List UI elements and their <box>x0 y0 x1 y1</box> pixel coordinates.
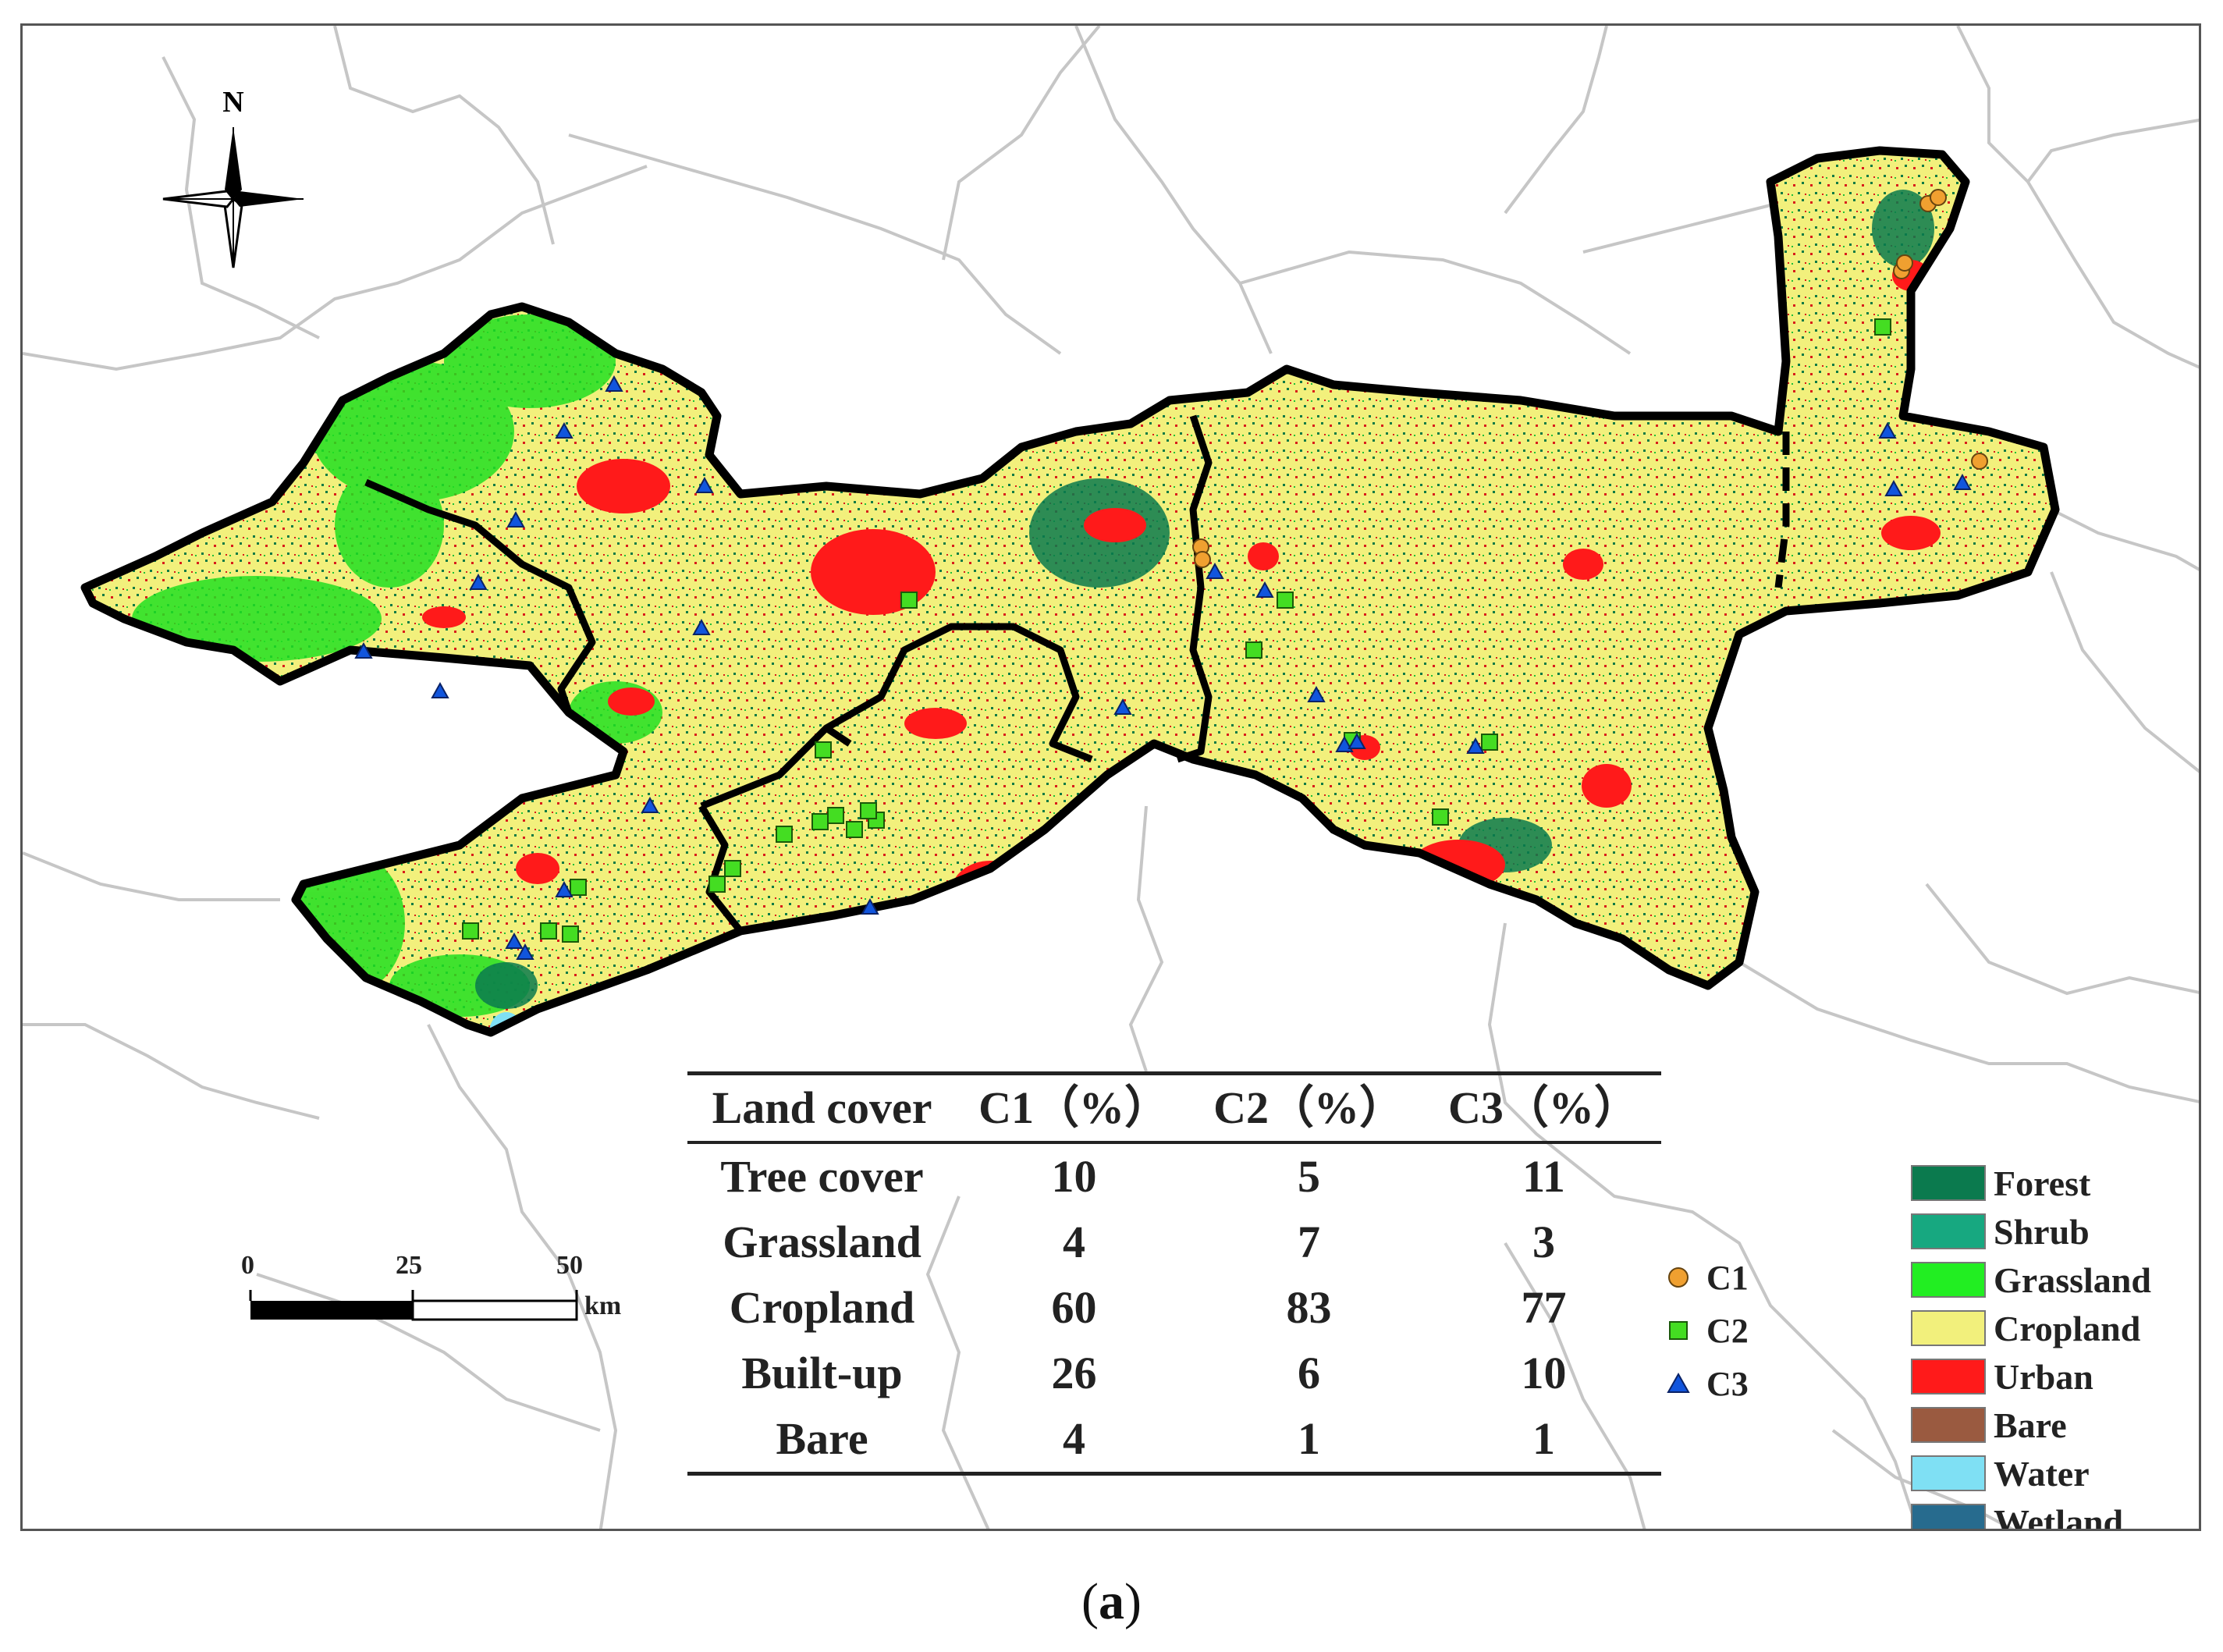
table-cell: 3 <box>1532 1217 1555 1267</box>
table-cell: Bare <box>776 1413 868 1464</box>
legend-label: Wetland <box>1994 1501 2124 1531</box>
table-cell: 1 <box>1532 1413 1555 1464</box>
table-cell: Grassland <box>723 1217 922 1267</box>
table-cell: 26 <box>1051 1348 1097 1398</box>
water-swatch <box>1911 1455 1986 1491</box>
province-boundaries <box>23 26 2199 1529</box>
table-cell: 10 <box>1521 1348 1567 1398</box>
shrub-swatch <box>1911 1213 1986 1249</box>
legend-item-cropland: Cropland <box>1911 1304 2192 1352</box>
legend-item-bare: Bare <box>1911 1401 2192 1449</box>
table-cell: 6 <box>1298 1348 1321 1398</box>
table-cell: Cropland <box>729 1282 915 1333</box>
county-boundaries <box>364 414 1790 933</box>
caption-label: a <box>1099 1573 1124 1630</box>
map-frame: N 0 25 50 km Land cover C1（%） <box>20 23 2201 1531</box>
caption-open: ( <box>1081 1573 1099 1630</box>
table-row: Tree cover 10 5 11 <box>687 1142 1661 1210</box>
table-row: Bare 4 1 1 <box>687 1406 1661 1474</box>
map-canvas: N <box>23 26 2199 1529</box>
table-cell: 1 <box>1298 1413 1321 1464</box>
legend-item-grassland: Grassland <box>1911 1256 2192 1304</box>
cluster-points <box>354 189 1988 960</box>
forest-patches <box>475 190 1934 1009</box>
legend-item-urban: Urban <box>1911 1352 2192 1401</box>
cropland-swatch <box>1911 1310 1986 1346</box>
table-cell: 4 <box>1063 1217 1086 1267</box>
legend-label: Bare <box>1994 1405 2067 1445</box>
c2-points <box>462 318 1891 943</box>
table-header: Land cover <box>712 1082 932 1133</box>
grassland-swatch <box>1911 1262 1986 1298</box>
table-row: Grassland 4 7 3 <box>687 1210 1661 1275</box>
triangle-marker-icon <box>1661 1366 1696 1401</box>
scale-bar <box>249 1290 578 1321</box>
legend-label: Cropland <box>1994 1308 2141 1348</box>
caption-close: ) <box>1124 1573 1142 1630</box>
scale-tick-0: 0 <box>241 1251 254 1280</box>
table-cell: 77 <box>1521 1282 1567 1333</box>
square-marker-icon <box>1661 1313 1696 1348</box>
urban-swatch <box>1911 1359 1986 1394</box>
legend-label: Grassland <box>1994 1259 2151 1300</box>
land-cover-table: Land cover C1（%） C2（%） C3（%） Tree cover … <box>687 1071 1661 1476</box>
table-cell: Built-up <box>741 1348 903 1398</box>
study-region <box>85 151 2055 1053</box>
grassland-patches <box>132 314 662 1017</box>
north-arrow: N <box>162 86 304 268</box>
scale-tick-25: 25 <box>396 1251 422 1280</box>
forest-swatch <box>1911 1165 1986 1201</box>
scale-unit: km <box>584 1291 622 1320</box>
legend-item-water: Water <box>1911 1449 2192 1497</box>
cluster-legend: C1 C2 C3 <box>1661 1251 1749 1410</box>
circle-marker-icon <box>1661 1260 1696 1295</box>
scale-tick-50: 50 <box>556 1251 583 1280</box>
legend-item-wetland: Wetland <box>1911 1497 2192 1531</box>
legend-label: Urban <box>1994 1356 2093 1397</box>
legend-item-shrub: Shrub <box>1911 1207 2192 1256</box>
cluster-legend-item-c2: C2 <box>1661 1304 1749 1357</box>
cluster-legend-label: C3 <box>1706 1364 1749 1403</box>
table-cell: 83 <box>1286 1282 1332 1333</box>
table-cell: 11 <box>1522 1151 1565 1202</box>
c1-points <box>1192 189 1988 568</box>
land-cover-legend: Forest Shrub Grassland Cropland Urban Ba… <box>1911 1159 2192 1531</box>
table-row: Cropland 60 83 77 <box>687 1275 1661 1341</box>
figure-caption: (a) <box>0 1572 2223 1632</box>
table-cell: 5 <box>1298 1151 1321 1202</box>
legend-label: Water <box>1994 1453 2090 1494</box>
table-header: C3（%） <box>1448 1082 1639 1133</box>
north-arrow-label: N <box>222 86 243 119</box>
legend-item-forest: Forest <box>1911 1159 2192 1207</box>
cluster-legend-item-c1: C1 <box>1661 1251 1749 1304</box>
table-cell: 7 <box>1298 1217 1321 1267</box>
legend-label: Shrub <box>1994 1211 2090 1252</box>
table-cell: Tree cover <box>720 1151 924 1202</box>
wetland-swatch <box>1911 1504 1986 1529</box>
cluster-legend-label: C1 <box>1706 1258 1749 1297</box>
table-cell: 60 <box>1051 1282 1097 1333</box>
table-cell: 4 <box>1063 1413 1086 1464</box>
table-header: C2（%） <box>1213 1082 1404 1133</box>
table-header-row: Land cover C1（%） C2（%） C3（%） <box>687 1073 1661 1142</box>
c3-points <box>354 375 1972 960</box>
table-header: C1（%） <box>978 1082 1170 1133</box>
legend-label: Forest <box>1994 1163 2091 1203</box>
cluster-legend-item-c3: C3 <box>1661 1357 1749 1410</box>
cluster-legend-label: C2 <box>1706 1311 1749 1350</box>
table-cell: 10 <box>1051 1151 1097 1202</box>
table-row: Built-up 26 6 10 <box>687 1341 1661 1406</box>
bare-swatch <box>1911 1407 1986 1443</box>
